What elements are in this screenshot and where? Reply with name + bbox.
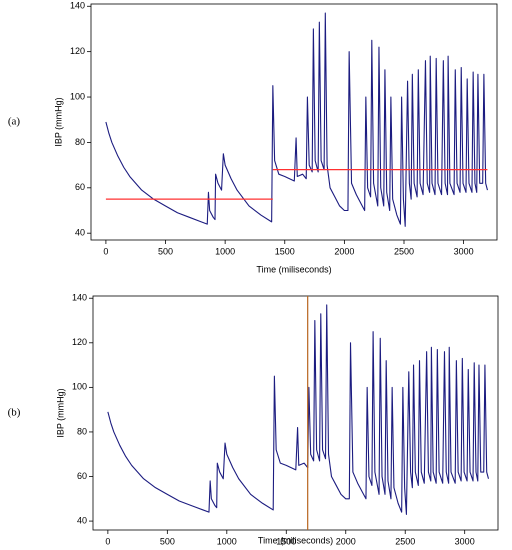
x-axis-label: Time (miliseconds): [258, 535, 333, 545]
y-tick-label: 120: [70, 46, 85, 56]
plot-frame: [90, 3, 498, 241]
panel-label: (b): [8, 407, 21, 419]
x-tick-label: 2000: [334, 246, 354, 256]
y-tick-label: 140: [70, 1, 85, 11]
y-tick-label: 40: [75, 228, 85, 238]
plot-frame: [92, 295, 499, 531]
y-tick-label: 80: [75, 137, 85, 147]
x-tick-label: 500: [158, 246, 173, 256]
x-tick-label: 1500: [275, 246, 295, 256]
x-tick-label: 0: [105, 536, 110, 546]
x-tick-label: 500: [160, 536, 175, 546]
x-tick-label: 3000: [455, 536, 475, 546]
y-tick-label: 60: [77, 471, 87, 481]
y-tick-label: 80: [77, 426, 87, 436]
y-axis-label: IBP (mmHg): [55, 388, 65, 437]
y-tick-label: 100: [70, 91, 85, 101]
x-tick-label: 1000: [215, 246, 235, 256]
y-axis-label: IBP (mmHg): [53, 97, 63, 146]
y-tick-label: 60: [75, 182, 85, 192]
y-tick-label: 100: [72, 382, 87, 392]
x-tick-label: 2500: [394, 246, 414, 256]
signal-line: [105, 12, 488, 227]
x-tick-label: 0: [103, 246, 108, 256]
x-tick-label: 2000: [336, 536, 356, 546]
y-tick-label: 120: [72, 337, 87, 347]
signal-line: [107, 304, 490, 515]
y-tick-label: 40: [77, 515, 87, 525]
x-tick-label: 3000: [454, 246, 474, 256]
x-tick-label: 2500: [395, 536, 415, 546]
y-tick-label: 140: [72, 293, 87, 303]
x-tick-label: 1500: [276, 536, 296, 546]
x-tick-label: 1000: [217, 536, 237, 546]
x-axis-label: Time (miliseconds): [256, 264, 331, 274]
panel-label: (a): [8, 116, 21, 128]
